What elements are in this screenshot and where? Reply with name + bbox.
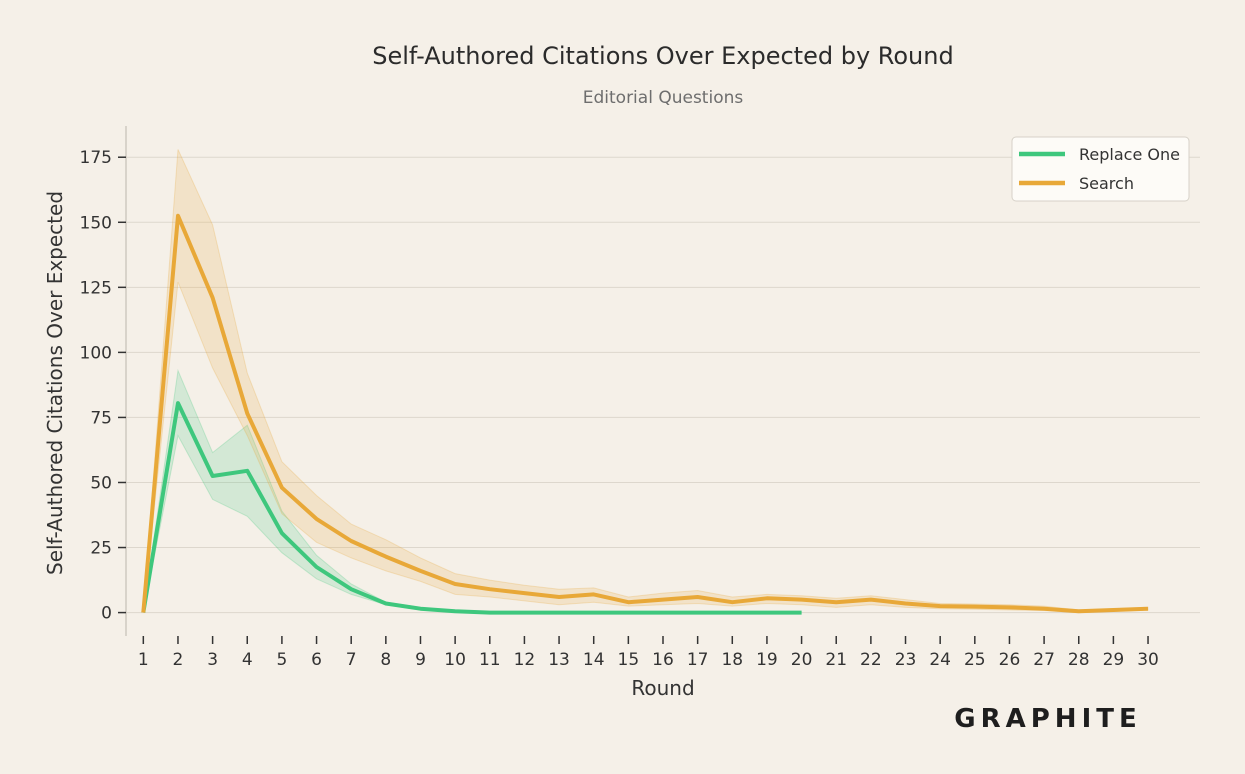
x-tick-label: 22 <box>860 650 882 670</box>
x-axis: 1 2 3 4 5 6 7 8 9 10 11 12 13 14 15 16 17 18 19 20 21 22 23 24 2… <box>138 636 1159 670</box>
x-tick-label: 3 <box>207 650 218 670</box>
y-tick-label: 125 <box>80 278 112 298</box>
x-tick-label: 19 <box>756 650 778 670</box>
chart-subtitle: Editorial Questions <box>583 88 744 108</box>
x-tick-label: 30 <box>1137 650 1159 670</box>
x-tick-label: 25 <box>964 650 986 670</box>
brand-logo: GRAPHITE <box>954 704 1141 734</box>
x-tick-label: 16 <box>652 650 674 670</box>
legend-label-search: Search <box>1079 174 1134 193</box>
x-tick-label: 11 <box>479 650 501 670</box>
x-tick-label: 2 <box>173 650 184 670</box>
y-tick-label: 0 <box>101 604 112 624</box>
y-tick-label: 50 <box>90 473 112 493</box>
x-tick-label: 26 <box>999 650 1021 670</box>
x-tick-label: 5 <box>276 650 287 670</box>
x-tick-label: 7 <box>346 650 357 670</box>
y-axis-title: Self-Authored Citations Over Expected <box>43 191 67 575</box>
search-line <box>141 213 1149 614</box>
x-tick-label: 29 <box>1103 650 1125 670</box>
legend-label-replace-one: Replace One <box>1079 145 1180 164</box>
chart-title: Self-Authored Citations Over Expected by… <box>372 42 953 70</box>
x-tick-label: 24 <box>929 650 951 670</box>
y-tick-label: 175 <box>80 148 112 168</box>
legend: Replace One Search <box>1011 136 1190 202</box>
x-tick-label: 10 <box>444 650 466 670</box>
x-tick-label: 18 <box>721 650 743 670</box>
y-tick-label: 150 <box>80 213 112 233</box>
grid <box>126 156 1200 614</box>
series-lines <box>141 213 1149 615</box>
replace-one-line <box>141 401 802 615</box>
y-axis: 0 25 50 75 100 125 150 175 <box>80 148 126 624</box>
x-axis-title: Round <box>631 676 694 700</box>
x-tick-label: 14 <box>583 650 605 670</box>
x-tick-label: 4 <box>242 650 253 670</box>
x-tick-label: 6 <box>311 650 322 670</box>
x-tick-label: 12 <box>514 650 536 670</box>
x-tick-label: 9 <box>415 650 426 670</box>
x-tick-label: 8 <box>380 650 391 670</box>
x-tick-label: 17 <box>687 650 709 670</box>
x-tick-label: 23 <box>895 650 917 670</box>
x-tick-label: 28 <box>1068 650 1090 670</box>
x-tick-label: 20 <box>791 650 813 670</box>
x-tick-label: 13 <box>548 650 570 670</box>
x-tick-label: 27 <box>1033 650 1055 670</box>
x-tick-label: 21 <box>825 650 847 670</box>
x-tick-label: 15 <box>618 650 640 670</box>
y-tick-label: 75 <box>90 408 112 428</box>
y-tick-label: 25 <box>90 539 112 559</box>
x-tick-label: 1 <box>138 650 149 670</box>
replace-one-band <box>142 368 802 614</box>
y-tick-label: 100 <box>80 343 112 363</box>
